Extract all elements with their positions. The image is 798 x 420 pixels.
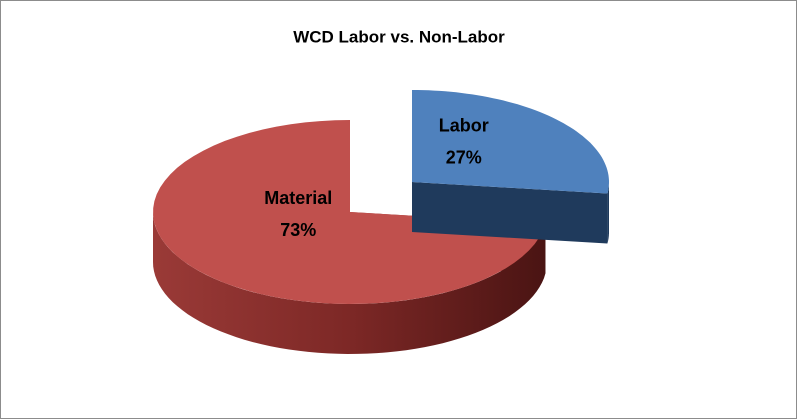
slice-label: Material	[264, 188, 332, 208]
chart-title: WCD Labor vs. Non-Labor	[293, 27, 505, 46]
slice-side	[412, 182, 608, 244]
pie-slice	[412, 90, 609, 194]
pie-slice	[153, 120, 546, 304]
slice-value-label: 27%	[446, 147, 482, 167]
slice-wall	[153, 212, 546, 354]
slice-wall	[607, 182, 609, 244]
slice-label: Labor	[439, 115, 489, 135]
slice-value-label: 73%	[280, 220, 316, 240]
